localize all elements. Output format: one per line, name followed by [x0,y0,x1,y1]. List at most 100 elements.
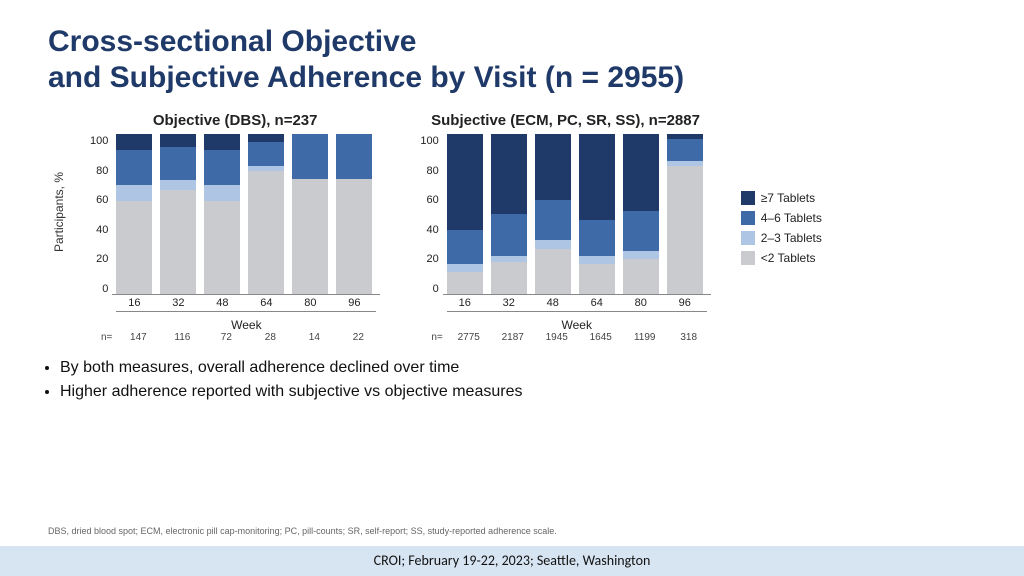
stacked-bar [160,134,196,294]
bar-segment-ge7 [204,134,240,150]
bar-segment-lt2 [491,262,527,294]
subjective-chart: Subjective (ECM, PC, SR, SS), n=28871008… [420,112,710,343]
n-value: 2775 [451,332,487,343]
stacked-bar [667,134,703,294]
bar-segment-t23 [204,185,240,201]
ylabel-container: Participants, % [48,112,70,312]
stacked-bar [623,134,659,294]
bar-segment-lt2 [667,166,703,294]
legend-swatch [741,231,755,245]
y-axis-ticks: 100 80 60 40 20 0 [90,135,108,295]
n-label: n= [94,332,112,343]
bar-segment-lt2 [248,171,284,294]
x-tick: 96 [667,297,703,309]
n-value: 147 [120,332,156,343]
y-tick: 0 [90,283,108,295]
legend-item: 4–6 Tablets [741,211,822,225]
legend: ≥7 Tablets 4–6 Tablets 2–3 Tablets <2 Table… [741,112,822,343]
legend-label: <2 Tablets [761,251,816,265]
title-line-1: Cross-sectional Objective [48,25,416,58]
objective-chart: Objective (DBS), n=237100806040200163248… [90,112,380,343]
x-tick: 32 [491,297,527,309]
legend-label: 4–6 Tablets [761,211,822,225]
n-value: 14 [296,332,332,343]
n-value: 116 [164,332,200,343]
bar-segment-ge7 [579,134,615,220]
legend-swatch [741,211,755,225]
bar-segment-lt2 [447,272,483,294]
y-axis-label: Participants, % [48,172,70,252]
bar-segment-t46 [204,150,240,185]
stacked-bar [248,134,284,294]
bar-segment-t46 [336,134,372,179]
bar-segment-lt2 [116,201,152,294]
n-value: 28 [252,332,288,343]
footer-bar: CROI; February 19-22, 2023; Seattle, Was… [0,546,1024,576]
n-value: 1645 [583,332,619,343]
bar-segment-t46 [292,134,328,179]
chart-area: 100806040200163248648096Weekn=2775218719… [420,135,710,343]
stacked-bar [116,134,152,294]
x-axis-rule [116,311,376,312]
bar-segment-t23 [447,264,483,272]
bar-segment-t23 [623,251,659,259]
n-value: 1945 [539,332,575,343]
bar-segment-lt2 [160,190,196,294]
x-tick: 48 [204,297,240,309]
stacked-bar [292,134,328,294]
bar-segment-lt2 [535,249,571,294]
bar-segment-lt2 [204,201,240,294]
x-tick-labels: 163248648096 [112,295,380,309]
bar-segment-t46 [667,139,703,161]
abbreviations-note: DBS, dried blood spot; ECM, electronic p… [48,526,557,536]
legend-swatch [741,191,755,205]
slide-title: Cross-sectional Objective and Subjective… [0,0,1024,104]
chart-area: 100806040200163248648096Weekn=1471167228… [90,135,380,343]
n-value: 318 [671,332,707,343]
bar-segment-t23 [160,180,196,190]
bar-segment-ge7 [248,134,284,142]
stacked-bar [447,134,483,294]
n-row: n=27752187194516451199318 [443,332,711,343]
x-tick: 64 [248,297,284,309]
y-tick: 40 [420,224,438,236]
n-value: 22 [340,332,376,343]
bar-segment-ge7 [491,134,527,214]
legend-label: ≥7 Tablets [761,191,815,205]
bar-segment-lt2 [292,179,328,294]
bar-segment-t46 [248,142,284,166]
n-value: 72 [208,332,244,343]
plot-area [112,135,380,295]
x-axis-label: Week [443,318,711,332]
n-row: n=14711672281422 [112,332,380,343]
n-label: n= [425,332,443,343]
stacked-bar [579,134,615,294]
x-tick: 64 [579,297,615,309]
y-tick: 60 [420,194,438,206]
charts-container: Objective (DBS), n=237100806040200163248… [90,112,711,343]
x-tick: 16 [447,297,483,309]
y-tick: 100 [90,135,108,147]
bar-segment-t46 [160,147,196,181]
x-tick: 80 [623,297,659,309]
y-tick: 60 [90,194,108,206]
y-tick: 80 [90,165,108,177]
legend-item: ≥7 Tablets [741,191,822,205]
legend-item: 2–3 Tablets [741,231,822,245]
bar-segment-ge7 [623,134,659,211]
bar-segment-lt2 [623,259,659,294]
y-axis-ticks: 100806040200 [420,135,438,295]
plot-area [443,135,711,295]
stacked-bar [491,134,527,294]
stacked-bar [535,134,571,294]
x-tick: 80 [292,297,328,309]
y-tick: 80 [420,165,438,177]
legend-swatch [741,251,755,265]
bar-segment-ge7 [535,134,571,200]
legend-item: <2 Tablets [741,251,822,265]
y-tick: 0 [420,283,438,295]
bar-segment-t23 [116,185,152,201]
y-tick: 40 [90,224,108,236]
y-tick: 20 [90,253,108,265]
bar-segment-t46 [447,230,483,264]
